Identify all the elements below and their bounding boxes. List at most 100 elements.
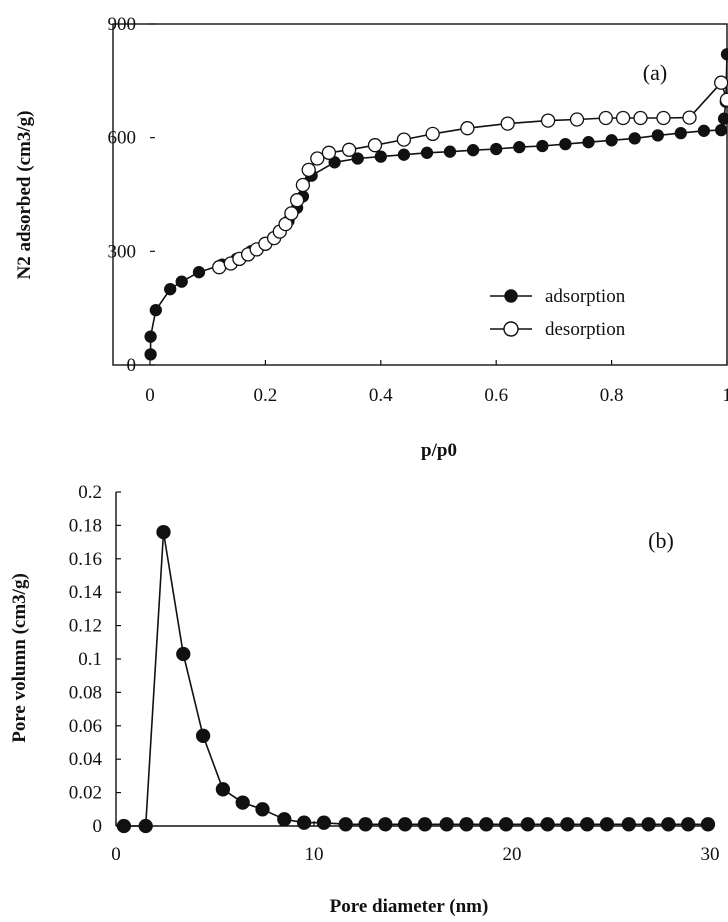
a-series-0-point (582, 136, 595, 149)
a-series-1-point (284, 206, 299, 221)
a-series-0-point (149, 303, 162, 317)
a-series-0-point (605, 134, 618, 147)
a-x-tick-label: 0.8 (600, 385, 624, 406)
b-series-0-point (479, 817, 494, 832)
b-x-tick-label: 30 (701, 844, 720, 865)
a-y-tick-label: 600 (108, 128, 137, 149)
b-y-tick-label: 0.12 (69, 616, 102, 637)
b-series-0-point (560, 817, 575, 832)
a-series-1-point (633, 110, 648, 126)
b-series-0-point (277, 812, 292, 827)
b-series-0-point (681, 817, 696, 832)
a-series-0-point (674, 126, 687, 140)
b-series-0-point (296, 815, 312, 830)
a-y-tick-label: 300 (108, 241, 137, 262)
b-series-0-point (621, 817, 636, 832)
chart-b: 0 10 20 30 0 0.02 0.04 0.06 0.08 0.1 0.12 0.14 0.16 0… (9, 482, 720, 917)
b-series-0-point (599, 817, 615, 832)
a-series-0-point (443, 145, 457, 158)
a-series-1-point (367, 138, 383, 153)
b-series-0-point (498, 817, 514, 832)
b-series-0-point (215, 782, 231, 797)
b-x-tick-label: 0 (111, 844, 121, 865)
b-series-0-point (641, 817, 656, 832)
b-series-0-point (540, 817, 555, 832)
b-series-0-point (378, 817, 393, 832)
b-series-0-point (116, 818, 132, 834)
b-series-0-point (255, 802, 270, 817)
a-series-0-point (192, 266, 206, 279)
b-series-0-point (358, 817, 373, 832)
a-series-0-point (351, 152, 364, 165)
a-series-0-point (559, 137, 572, 151)
a-x-tick-label: 0.2 (254, 385, 278, 406)
b-y-tick-label: 0.1 (78, 649, 102, 670)
b-series-0-point (661, 817, 676, 832)
a-series-0-point (397, 148, 411, 161)
a-series-1-point (396, 132, 412, 147)
b-series-0-point (417, 817, 433, 832)
a-series-1-point (682, 110, 697, 125)
a-series-0-point (374, 150, 387, 163)
chart-b-panel-label: (b) (648, 528, 674, 553)
a-series-0-point (628, 132, 641, 145)
a-series-0-point (490, 142, 503, 156)
chart-a-lines (149, 54, 728, 355)
a-series-1-point (500, 116, 515, 131)
chart-a-markers (144, 48, 728, 361)
b-y-tick-label: 0.14 (69, 582, 103, 603)
a-series-1-point (714, 75, 728, 90)
b-x-tick-label: 20 (503, 844, 522, 865)
a-series-1-point (460, 121, 475, 136)
a-series-1-point (569, 112, 585, 127)
a-series-1-point (278, 216, 293, 232)
chart-b-y-axis-label: Pore volumn (cm3/g) (9, 573, 30, 743)
b-series-0-point (176, 646, 191, 662)
b-series-0-point (459, 817, 474, 832)
b-y-tick-label: 0.18 (69, 515, 102, 536)
b-series-0-point (580, 817, 595, 832)
b-series-0-point (138, 818, 153, 834)
legend-adsorption-label: adsorption (545, 286, 626, 307)
a-series-0-point (420, 146, 434, 159)
b-series-0-point (316, 815, 332, 830)
a-series-1-point (301, 162, 316, 178)
a-series-0-point (144, 330, 157, 343)
chart-a: 0 0.2 0.4 0.6 0.8 1 0 300 600 900 (a) p/p0 N2 ads… (14, 14, 728, 461)
a-series-1-point (540, 113, 556, 128)
a-series-1-point (598, 110, 613, 126)
a-series-0-point (720, 48, 728, 61)
chart-a-x-axis-label: p/p0 (421, 440, 457, 461)
a-y-tick-label: 0 (127, 355, 137, 376)
b-y-tick-label: 0.06 (69, 716, 102, 737)
chart-a-panel-label: (a) (643, 60, 667, 85)
b-y-tick-label: 0.2 (78, 482, 102, 503)
a-series-1-point (615, 110, 631, 126)
a-series-0-point (144, 348, 157, 361)
chart-a-legend: adsorption desorption (490, 286, 626, 340)
a-series-0-point (536, 139, 549, 153)
a-series-1-point (341, 142, 357, 157)
a-series-1-point (321, 145, 337, 160)
a-series-1-point (719, 92, 728, 107)
a-x-tick-label: 0.6 (484, 385, 508, 406)
b-y-tick-label: 0.16 (69, 549, 102, 570)
a-series-1-point (425, 126, 440, 142)
a-series-0-point (697, 124, 711, 137)
a-series-1-point (310, 151, 325, 166)
a-series-0-point (164, 283, 177, 296)
a-x-tick-label: 0.4 (369, 385, 393, 406)
b-y-tick-label: 0.08 (69, 682, 102, 703)
a-series-0-point (513, 140, 526, 154)
a-series-1-point (289, 193, 305, 208)
a-series-0-point (715, 123, 728, 137)
chart-b-markers (116, 524, 716, 834)
b-series-0-point (195, 728, 211, 743)
b-series-0-point (338, 817, 353, 832)
chart-a-ticks: 0 0.2 0.4 0.6 0.8 1 0 300 600 900 (108, 14, 728, 406)
a-series-0-point (175, 275, 188, 288)
a-series-1-point (295, 177, 311, 193)
a-x-tick-label: 0 (145, 385, 155, 406)
legend-desorption-marker (503, 321, 519, 337)
